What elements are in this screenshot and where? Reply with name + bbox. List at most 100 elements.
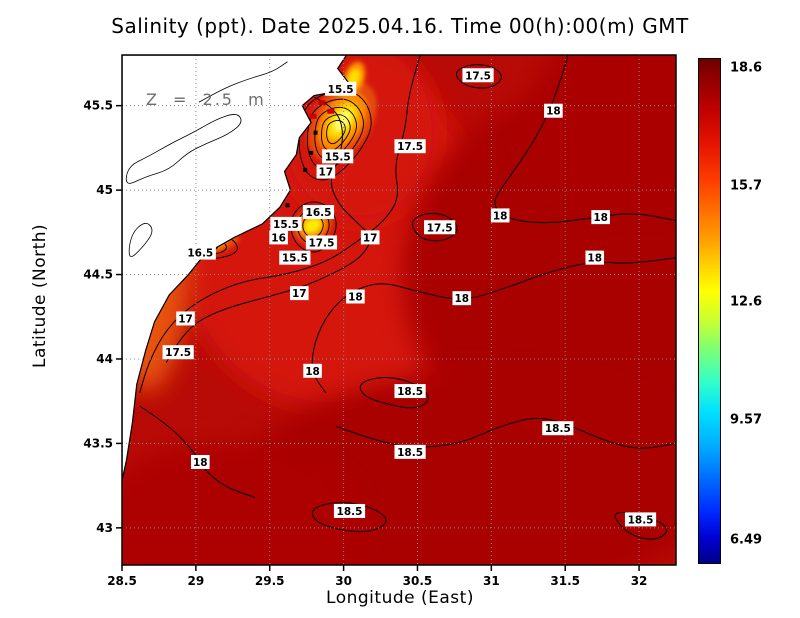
river-plume-layer (333, 109, 352, 132)
colorbar-tick-label: 18.6 (730, 60, 763, 76)
contour-label-box (333, 503, 366, 518)
contour-label-value: 15.5 (282, 253, 308, 265)
svg-text:29: 29 (188, 574, 205, 588)
contour-label-box (346, 289, 365, 304)
contour-label-value: 17 (292, 288, 307, 300)
svg-text:31: 31 (483, 574, 500, 588)
contour-label-box (544, 103, 563, 118)
colorbar-tick-label: 9.57 (730, 412, 763, 428)
contour-label-box (190, 454, 210, 469)
svg-text:32: 32 (631, 574, 648, 588)
contour-label-value: 17.5 (427, 222, 453, 234)
svg-text:29.5: 29.5 (255, 574, 285, 588)
contour-label-value: 15.5 (273, 219, 299, 231)
contour-label-value: 18 (587, 253, 602, 265)
y-axis-label: Latitude (North) (30, 223, 50, 368)
contour-label-value: 15.5 (325, 151, 351, 163)
contour-label-box (490, 208, 510, 223)
colorbar-gradient (698, 58, 721, 564)
contour-label-box (585, 250, 605, 265)
svg-text:30: 30 (335, 574, 352, 588)
contour-label-value: 18.5 (545, 423, 571, 435)
contour-label-value: 17 (363, 232, 378, 244)
contour-label-box (289, 286, 309, 301)
contour-label-box (270, 216, 302, 231)
contour-label-value: 15.5 (328, 84, 354, 96)
contour-label-box (184, 245, 216, 260)
contour-label-box (394, 139, 426, 154)
salinity-field-region (122, 443, 359, 565)
axis-ticks (116, 104, 640, 571)
contour-label-box (394, 444, 426, 459)
contour-label-value: 17.5 (308, 237, 334, 249)
contour-label-value: 17.5 (165, 347, 191, 359)
svg-text:44: 44 (96, 352, 113, 366)
plot-area (122, 55, 676, 565)
river-plume-layer (304, 218, 321, 233)
x-tick-labels: 28.5 29 29.5 30 30.5 31 31.5 32 (107, 574, 647, 588)
coastal-cell (309, 150, 314, 155)
figure-title: Salinity (ppt). Date 2025.04.16. Time 00… (111, 14, 689, 38)
contour-label-box (462, 68, 494, 83)
contour-label-value: 18 (593, 212, 608, 224)
contour-label-value: 18 (348, 291, 363, 303)
coastal-cell (285, 203, 290, 208)
contour-label-box (162, 345, 194, 360)
contour-label-box (624, 512, 657, 527)
svg-text:28.5: 28.5 (107, 574, 137, 588)
svg-text:43.5: 43.5 (83, 436, 113, 450)
contour-label-box (269, 230, 288, 245)
coastal-cell (313, 130, 318, 135)
salinity-field-region (528, 55, 676, 207)
contour-label-box (360, 230, 380, 245)
contour-label-value: 17.5 (465, 70, 491, 82)
contour-label-box (316, 164, 336, 179)
svg-text:45.5: 45.5 (83, 99, 113, 113)
contour-label-value: 16.5 (306, 207, 332, 219)
svg-text:31.5: 31.5 (550, 574, 580, 588)
svg-text:30.5: 30.5 (403, 574, 433, 588)
plot-frame (121, 54, 677, 566)
depth-annotation: Z = 2.5 m (146, 90, 266, 109)
contour-label-value: 17 (319, 167, 334, 179)
land-lagoon-outlines (125, 61, 288, 257)
contour-label-value: 18 (193, 457, 208, 469)
colorbar-tick-label: 15.7 (730, 178, 763, 194)
contour-label-box (542, 421, 574, 436)
colorbar-tick-label: 6.49 (730, 532, 763, 548)
contour-label-value: 18 (454, 293, 469, 305)
x-axis-label: Longitude (East) (326, 588, 474, 608)
contour-label-value: 17.5 (397, 141, 423, 153)
contour-label-box (303, 363, 322, 378)
svg-text:45: 45 (96, 183, 113, 197)
contour-label-box (325, 81, 357, 96)
coastal-cell (303, 167, 308, 172)
colorbar: 18.6 15.7 12.6 9.57 6.49 (698, 58, 798, 564)
contour-label-box (452, 291, 472, 306)
contour-label-value: 18 (546, 106, 561, 118)
svg-text:44.5: 44.5 (83, 268, 113, 282)
contour-value-labels: 15.517.51817.515.51716.515.51616.517.515… (162, 68, 657, 527)
river-mouth-cell (318, 100, 326, 106)
contour-label-value: 18.5 (628, 514, 654, 526)
contour-label-value: 18 (305, 366, 320, 378)
contour-label-value: 18 (493, 210, 508, 222)
contour-label-value: 18.5 (397, 447, 423, 459)
river-mouth-cell (327, 108, 335, 114)
contour-label-box (302, 205, 335, 220)
y-tick-labels: 43 43.5 44 44.5 45 45.5 (83, 99, 113, 535)
contour-label-value: 18.5 (397, 386, 423, 398)
contour-label-value: 16 (271, 232, 286, 244)
contour-label-value: 17 (178, 313, 193, 325)
contour-label-value: 16.5 (187, 248, 213, 260)
contour-label-box (424, 220, 456, 235)
river-mouth-cell (309, 113, 317, 119)
contour-label-box (279, 250, 311, 265)
contour-label-value: 18.5 (337, 506, 363, 518)
colorbar-tick-label: 12.6 (730, 294, 763, 310)
contour-label-box (176, 311, 195, 326)
svg-text:43: 43 (96, 521, 113, 535)
contour-label-box (394, 384, 426, 399)
